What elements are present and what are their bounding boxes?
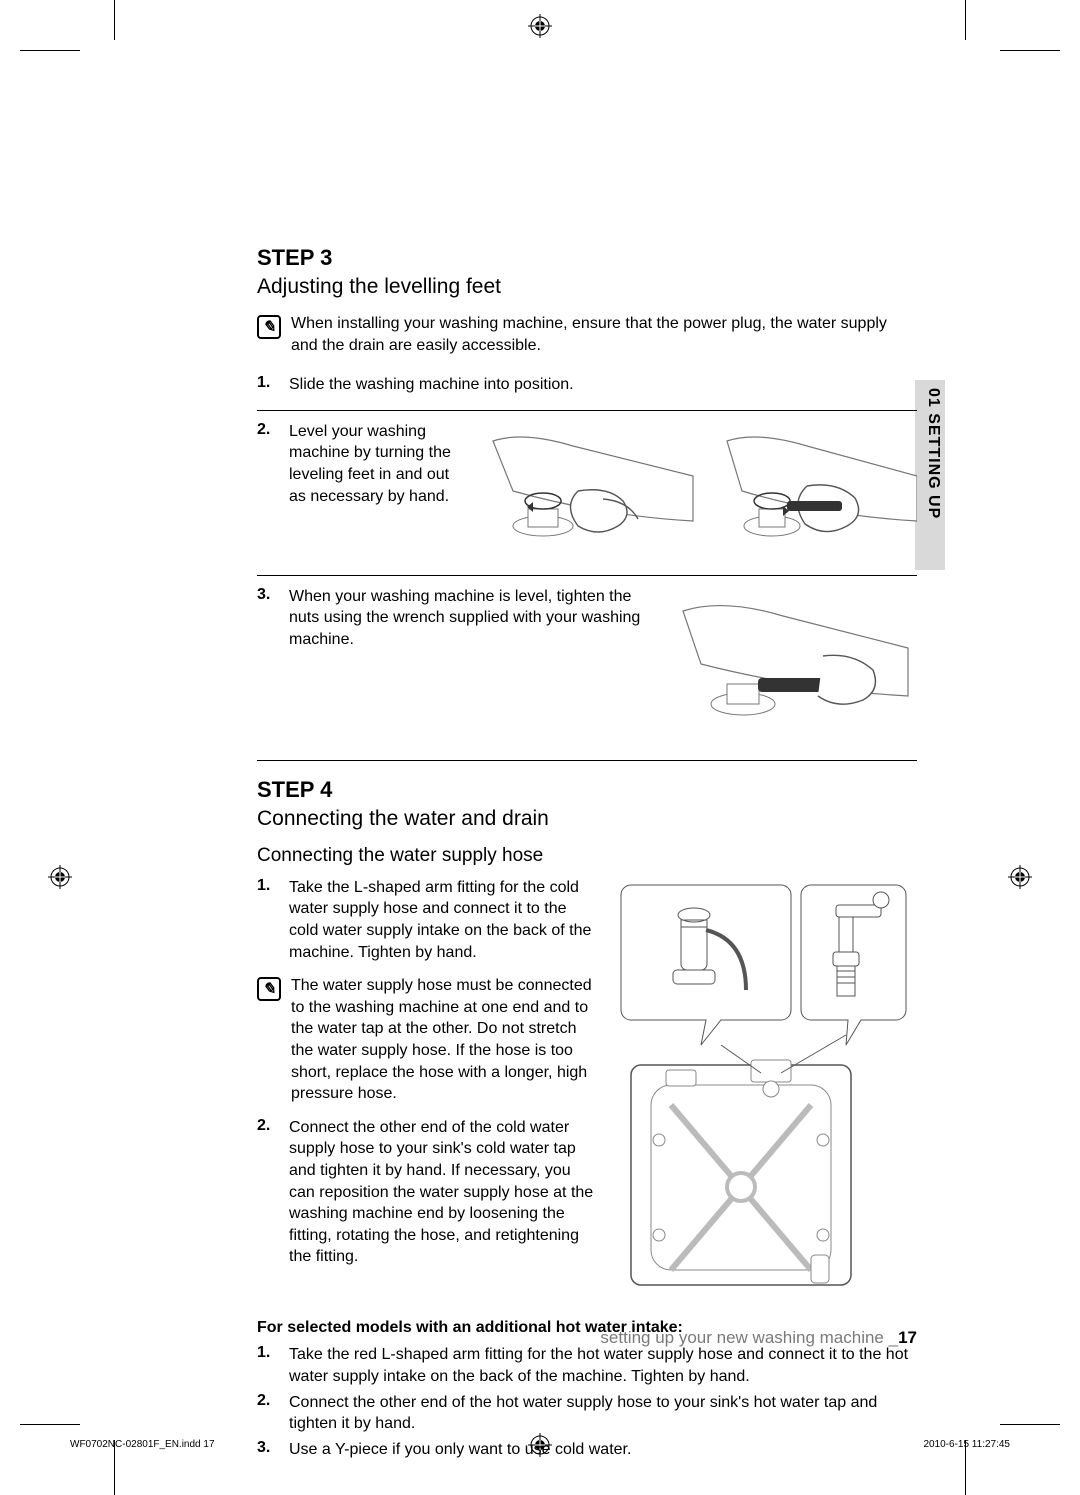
list-number: 2. [257, 421, 279, 561]
crop-mark [20, 1424, 80, 1425]
tighten-nut-illustration [673, 586, 913, 736]
list-item-text: Slide the washing machine into position. [289, 374, 574, 396]
hot-water-list: 1.Take the red L-shaped arm fitting for … [257, 1342, 917, 1462]
step3-list: 1. Slide the washing machine into positi… [257, 366, 917, 744]
list-number: 1. [257, 877, 279, 963]
crop-mark [114, 0, 115, 40]
list-number: 1. [257, 1344, 279, 1387]
step4-label: STEP 4 [257, 777, 917, 803]
timestamp-label: 2010-6-15 11:27:45 [923, 1439, 1010, 1450]
manual-page: 01 SETTING UP STEP 3 Adjusting the level… [0, 0, 1080, 1495]
list-number: 2. [257, 1117, 279, 1268]
list-item-text: Level your washing machine by turning th… [289, 421, 469, 507]
step3-title: Adjusting the levelling feet [257, 275, 917, 299]
list-item-text: Take the L-shaped arm fitting for the co… [289, 877, 597, 963]
water-hose-illustration [611, 875, 911, 1295]
list-number: 3. [257, 1439, 279, 1461]
list-item-text: When your washing machine is level, tigh… [289, 586, 659, 651]
source-file-label: WF0702NC-02801F_EN.indd 17 [70, 1439, 215, 1450]
list-item-text: Use a Y-piece if you only want to use co… [289, 1439, 631, 1461]
page-footer: setting up your new washing machine _17 [257, 1328, 917, 1348]
list-item-text: Connect the other end of the hot water s… [289, 1392, 917, 1435]
leveling-feet-illustration [717, 421, 917, 561]
step3-note-text: When installing your washing machine, en… [291, 313, 917, 356]
step4-subhead: Connecting the water supply hose [257, 845, 917, 867]
step4-note-text: The water supply hose must be connected … [291, 975, 597, 1105]
step4-note: The water supply hose must be connected … [257, 975, 597, 1105]
list-item-text: Connect the other end of the cold water … [289, 1117, 597, 1268]
step4-title: Connecting the water and drain [257, 807, 917, 831]
divider [257, 760, 917, 761]
list-number: 1. [257, 374, 279, 396]
step4-list-b: 2. Connect the other end of the cold wat… [257, 1115, 597, 1270]
registration-mark-icon [1008, 865, 1032, 889]
crop-mark [1000, 50, 1060, 51]
note-icon [257, 315, 281, 339]
step3-label: STEP 3 [257, 245, 917, 271]
list-item-text: Take the red L-shaped arm fitting for th… [289, 1344, 917, 1387]
list-number: 2. [257, 1392, 279, 1435]
page-content: STEP 3 Adjusting the levelling feet When… [257, 245, 917, 1462]
crop-mark [20, 50, 80, 51]
note-icon [257, 977, 281, 1001]
step3-note: When installing your washing machine, en… [257, 313, 917, 356]
page-number: 17 [898, 1328, 917, 1347]
registration-mark-icon [528, 14, 552, 38]
step4-list-a: 1. Take the L-shaped arm fitting for the… [257, 875, 597, 965]
registration-mark-icon [48, 865, 72, 889]
footer-text: setting up your new washing machine _ [600, 1328, 898, 1347]
section-tab-label: 01 SETTING UP [924, 388, 942, 519]
list-number: 3. [257, 586, 279, 736]
leveling-feet-illustration [483, 421, 703, 561]
crop-mark [965, 0, 966, 40]
crop-mark [1000, 1424, 1060, 1425]
